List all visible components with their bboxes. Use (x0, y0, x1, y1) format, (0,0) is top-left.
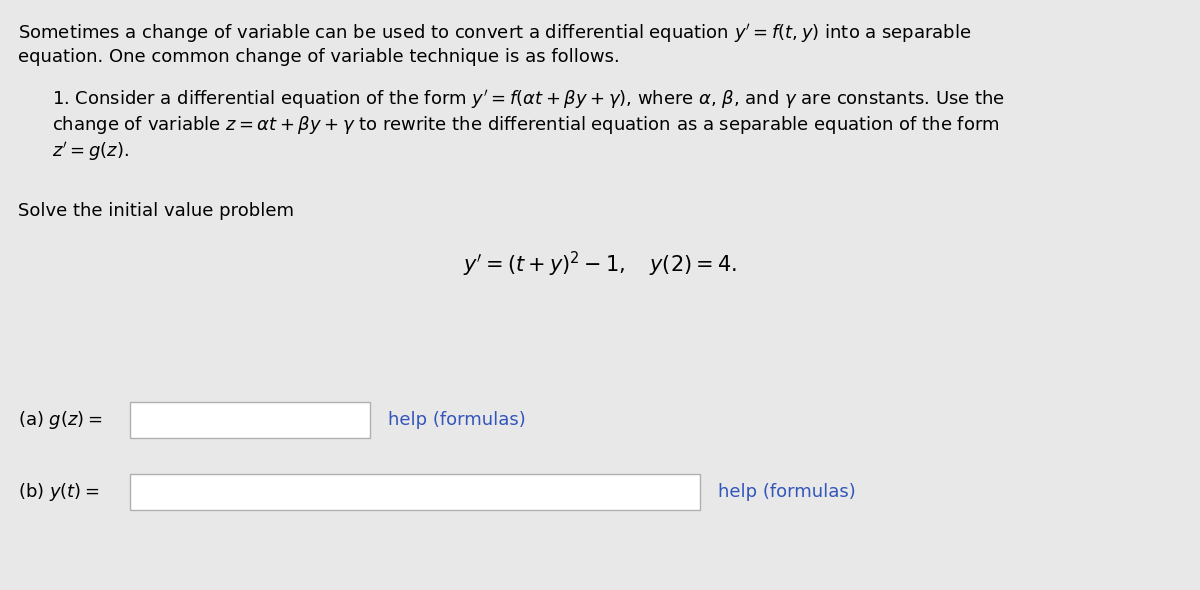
Text: help (formulas): help (formulas) (388, 411, 526, 429)
Text: (b) $y(t) =$: (b) $y(t) =$ (18, 481, 100, 503)
Text: $z' = g(z)$.: $z' = g(z)$. (52, 140, 130, 163)
FancyBboxPatch shape (130, 402, 370, 438)
Text: $y' = (t + y)^2 - 1, \quad y(2) = 4.$: $y' = (t + y)^2 - 1, \quad y(2) = 4.$ (463, 250, 737, 279)
Text: Sometimes a change of variable can be used to convert a differential equation $y: Sometimes a change of variable can be us… (18, 22, 972, 45)
Text: help (formulas): help (formulas) (718, 483, 856, 501)
FancyBboxPatch shape (130, 474, 700, 510)
Text: equation. One common change of variable technique is as follows.: equation. One common change of variable … (18, 48, 619, 66)
Text: 1. Consider a differential equation of the form $y' = f(\alpha t + \beta y + \ga: 1. Consider a differential equation of t… (52, 88, 1006, 111)
Text: Solve the initial value problem: Solve the initial value problem (18, 202, 294, 220)
Text: (a) $g(z) =$: (a) $g(z) =$ (18, 409, 102, 431)
Text: change of variable $z = \alpha t + \beta y + \gamma$ to rewrite the differential: change of variable $z = \alpha t + \beta… (52, 114, 1000, 136)
